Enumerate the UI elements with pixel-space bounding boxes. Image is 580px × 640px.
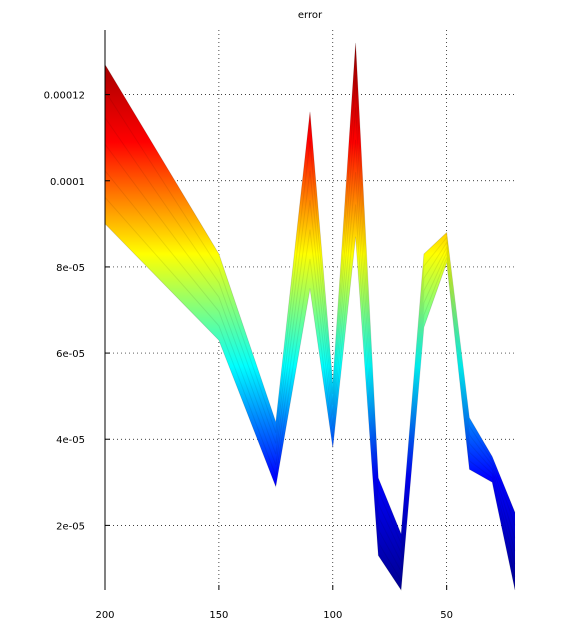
- chart-title: error: [298, 10, 323, 21]
- x-tick-label: 150: [209, 610, 228, 621]
- x-tick-label: 50: [440, 610, 453, 621]
- surface-mesh-line: [104, 107, 516, 555]
- surface-mesh-line: [104, 196, 516, 583]
- axis-layer: 200 150 100 50 2e-05 4e-05 6e-05 8e-05 0.0001 0.0…: [44, 30, 453, 621]
- x-tick-label: 100: [323, 610, 342, 621]
- y-tick-label: 6e-05: [56, 349, 85, 360]
- surface-top-edge: [104, 42, 516, 535]
- error-surface-band: [105, 42, 515, 590]
- y-tick-label: 0.00012: [44, 91, 85, 102]
- surface-mesh-line: [104, 170, 516, 573]
- y-tick-label: 2e-05: [56, 521, 85, 532]
- surface-layer: [104, 42, 516, 592]
- surface-mesh-line: [104, 139, 516, 564]
- surface-mesh-line: [104, 75, 516, 544]
- x-tick-label: 200: [95, 610, 114, 621]
- surface-bottom-edge: [104, 223, 516, 592]
- y-tick-label: 4e-05: [56, 435, 85, 446]
- y-tick-label: 0.0001: [50, 177, 85, 188]
- y-tick-label: 8e-05: [56, 263, 85, 274]
